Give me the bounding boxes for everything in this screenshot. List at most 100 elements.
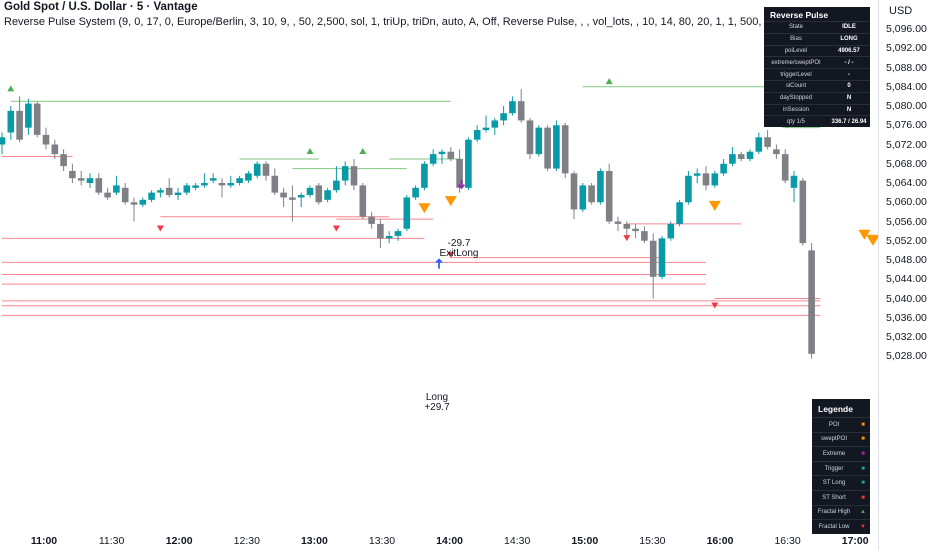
candle-body [245,173,252,181]
legend-key: sweptPOI [820,436,847,443]
price-tick-label: 5,028.00 [886,350,927,363]
legend-row: Extreme ■ [812,446,870,461]
candle-body [438,151,446,155]
legend-panel-title: Legende [818,404,853,414]
time-tick-label: 15:30 [639,535,666,547]
candle-body [773,149,780,155]
status-key: poiLevel [784,47,808,54]
status-row: Bias LONG [764,32,870,45]
candle-body [201,183,208,186]
status-key: qty 1/5 [786,118,805,125]
candle-body [412,187,419,198]
fractal-low-icon [623,235,631,242]
price-tick-label: 5,048.00 [886,254,927,266]
legend-row: POI ■ [812,417,870,432]
candle-body [42,134,50,145]
candle-body [16,110,23,140]
candle-body [130,202,138,205]
price-tick-label: 5,032.00 [886,331,927,343]
price-tick-label: 5,064.00 [886,177,927,189]
legend-key: ST Short [822,494,846,501]
time-tick-label: 11:30 [98,535,125,547]
candle-body [746,151,754,159]
fractal-high-icon [306,147,314,154]
currency-label[interactable]: USD [889,5,913,17]
candle-body [403,197,411,229]
legend-row: Fractal High ▲ [812,504,870,520]
price-tick-label: 5,092.00 [886,42,927,55]
indicator-legend-line[interactable]: Reverse Pulse System (9, 0, 17, 0, Europ… [4,16,786,28]
candle-body [781,154,789,181]
status-key: extreme/sweptPOI [771,59,821,66]
candle-body [7,110,15,133]
status-row: inSession N [764,103,870,116]
fractal-low-icon [156,225,164,232]
time-tick-label: 15:00 [571,535,599,547]
candle-body [473,130,481,140]
status-value: IDLE [842,24,856,31]
status-panel-title: Reverse Pulse [770,10,829,20]
price-tick-label: 5,052.00 [886,234,927,247]
candle-body [377,223,384,239]
candle-body [253,163,261,176]
price-tick-label: 5,080.00 [886,100,927,112]
legend-key: Fractal High [817,509,851,516]
candle-body [456,158,463,188]
status-value: 0 [847,83,851,90]
status-value: - [848,71,850,78]
candle-body [192,185,199,188]
candle-body [341,166,349,181]
fractal-high-icon [7,85,15,92]
fractal-low-icon [711,302,719,309]
entry-label: Long [425,392,449,403]
legend-key: Extreme [822,450,846,457]
poi-marker-icon [418,203,431,214]
legend-row: Fractal Low ▼ [812,519,870,534]
price-tick-label: 5,072.00 [886,138,927,151]
symbol-title[interactable]: Gold Spot / U.S. Dollar · 5 · Vantage [4,1,198,13]
candle-body [517,101,525,121]
candle-body [553,125,560,169]
candle-body [544,127,551,169]
candle-body [526,120,534,155]
status-row: extreme/sweptPOI - / - [764,56,870,68]
candle-body [86,178,94,183]
time-tick-label: 12:00 [165,535,193,547]
status-value: LONG [840,36,858,43]
indicator-name: Reverse Pulse System [4,16,116,28]
legend-key: ST Long [822,480,846,487]
time-tick-label: 13:00 [300,535,328,547]
candle-body [333,180,340,191]
poi-marker-icon [858,229,871,240]
candle-body [535,127,543,155]
candle-body [51,144,59,155]
status-row: dayStopped N [764,91,870,104]
candle-body [121,187,129,203]
candle-body [289,197,296,200]
candle-body [324,190,331,200]
time-tick-label: 11:00 [30,535,58,547]
candle-body [148,192,155,200]
candle-body [667,223,675,239]
candle-body [623,223,631,229]
legend-swatch-icon: ▲ [860,509,866,516]
candle-body [297,195,305,198]
legend-row: ST Long ■ [812,475,870,490]
candle-body [227,183,235,186]
time-tick-label: 13:30 [368,535,396,547]
status-key: Bias [790,36,802,43]
price-axis[interactable] [878,0,932,550]
candle-body [174,192,182,196]
candle-body [764,137,771,147]
candle-body [218,183,226,186]
legend-swatch-icon: ■ [861,494,865,501]
candle-body [482,127,490,131]
legend-swatch-icon: ▼ [860,523,866,530]
exit-pnl-label: -29.7 [447,238,471,249]
candle-body [95,178,103,193]
status-row: poiLevel 4906.57 [764,44,870,57]
candle-body [588,185,595,203]
candle-body [685,175,692,203]
candle-body [0,137,6,145]
